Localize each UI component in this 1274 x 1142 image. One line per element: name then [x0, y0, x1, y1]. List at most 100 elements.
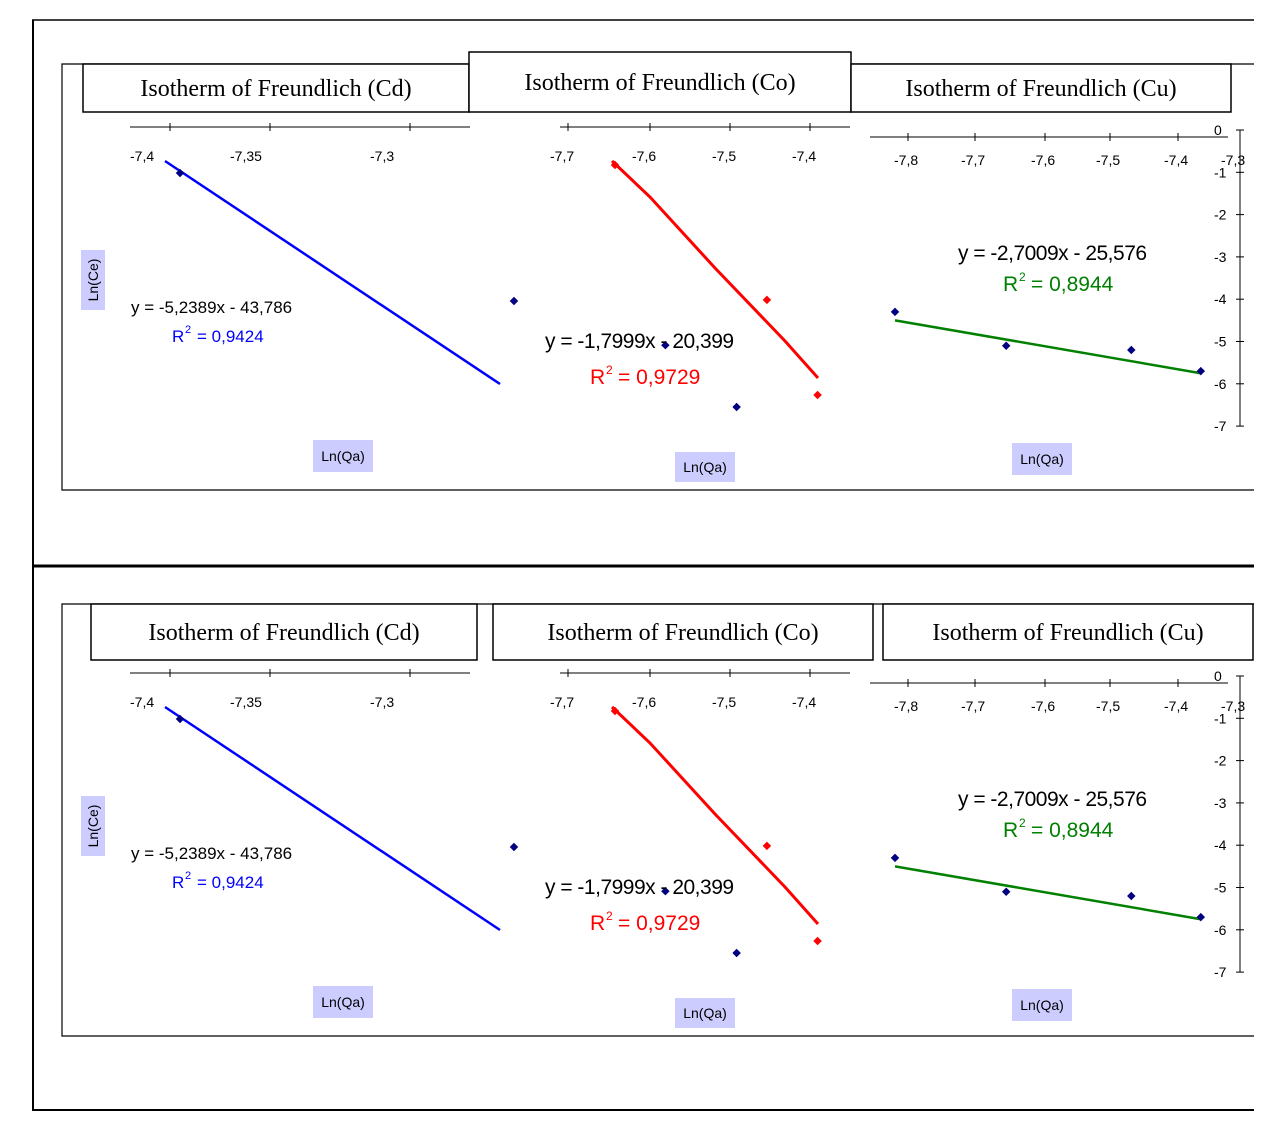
y-axis-label: Ln(Ce)	[85, 259, 101, 302]
r-squared-prefix: R	[590, 912, 605, 935]
x-tick-label: -7,35	[230, 148, 262, 164]
title-box	[90, 603, 478, 661]
data-point	[762, 841, 772, 851]
r-squared-superscript: 2	[1019, 270, 1026, 284]
x-axis-label: Ln(Qa)	[683, 459, 727, 475]
chart-title: Isotherm of Freundlich (Cu)	[932, 620, 1203, 646]
r-squared-label: = 0,9424	[197, 873, 264, 892]
r-squared-prefix: R	[172, 873, 184, 892]
r-squared-prefix: R	[590, 366, 605, 389]
data-point	[813, 936, 822, 946]
data-point	[509, 296, 519, 306]
y-axis-label-bg	[81, 250, 105, 310]
data-point	[661, 886, 670, 896]
x-tick-label: -7,8	[894, 152, 918, 168]
data-point	[813, 390, 822, 400]
y-tick-label: -3	[1214, 795, 1227, 811]
r-squared-label: = 0,9729	[618, 912, 700, 935]
x-tick-label: -7,7	[550, 148, 574, 164]
equation-label: y = -1,7999x - 20,399	[545, 330, 734, 353]
x-axis-label-bg	[313, 440, 373, 472]
y-axis-label: Ln(Ce)	[85, 805, 101, 848]
x-tick-label: -7,5	[1096, 152, 1120, 168]
equation-label: y = -1,7999x - 20,399	[545, 876, 734, 899]
y-tick-label: -4	[1214, 291, 1227, 307]
y-tick-label: -6	[1214, 376, 1227, 392]
title-box	[492, 603, 874, 661]
x-tick-label: -7,7	[961, 152, 985, 168]
y-tick-label: -1	[1214, 710, 1227, 726]
x-tick-label: -7,6	[1031, 152, 1055, 168]
data-point	[175, 168, 185, 178]
equation-label: y = -2,7009x - 25,576	[958, 788, 1147, 811]
x-axis-label-bg	[1012, 989, 1072, 1021]
trendline	[894, 319, 1202, 375]
y-tick-label: -5	[1214, 334, 1227, 350]
trendline	[164, 705, 501, 932]
chart-title: Isotherm of Freundlich (Cu)	[905, 76, 1176, 102]
r-squared-label: = 0,8944	[1031, 273, 1114, 296]
chart-row: Isotherm of Freundlich (Cd) Isotherm of F…	[61, 603, 1254, 1037]
x-axis-label: Ln(Qa)	[321, 448, 365, 464]
x-tick-label: -7,3	[1221, 152, 1245, 168]
data-point	[661, 340, 670, 350]
y-tick-label: 0	[1214, 122, 1222, 138]
data-point	[1196, 912, 1206, 922]
x-tick-label: -7,4	[1164, 152, 1188, 168]
x-tick-label: -7,5	[712, 694, 736, 710]
title-box	[82, 63, 470, 113]
data-point	[732, 402, 741, 412]
r-squared-prefix: R	[172, 327, 184, 346]
trendline	[164, 159, 501, 386]
r-squared-superscript: 2	[185, 870, 191, 882]
x-tick-label: -7,3	[1221, 698, 1245, 714]
y-tick-label: -4	[1214, 837, 1227, 853]
r-squared-label: = 0,8944	[1031, 819, 1114, 842]
y-tick-label: -2	[1214, 753, 1227, 769]
x-tick-label: -7,4	[1164, 698, 1188, 714]
y-axis-label-bg	[81, 796, 105, 856]
x-tick-label: -7,4	[130, 694, 154, 710]
x-tick-label: -7,3	[370, 694, 394, 710]
x-tick-label: -7,7	[961, 698, 985, 714]
data-point	[1127, 345, 1136, 355]
equation-label: y = -2,7009x - 25,576	[958, 242, 1147, 265]
y-axis-label-group: Ln(Ce)	[81, 250, 105, 310]
chart-title: Isotherm of Freundlich (Cd)	[140, 76, 411, 102]
y-axis-label-group: Ln(Ce)	[81, 796, 105, 856]
x-tick-label: -7,6	[632, 694, 656, 710]
r-squared-superscript: 2	[606, 909, 613, 923]
x-tick-label: -7,8	[894, 698, 918, 714]
r-squared-superscript: 2	[1019, 816, 1026, 830]
y-tick-label: 0	[1214, 668, 1222, 684]
x-tick-label: -7,5	[1096, 698, 1120, 714]
r-squared-superscript: 2	[185, 324, 191, 336]
data-point	[890, 307, 900, 317]
x-tick-label: -7,4	[792, 694, 816, 710]
data-point	[1001, 341, 1011, 350]
equation-label: y = -5,2389x - 43,786	[131, 298, 292, 317]
x-axis-label-bg	[313, 986, 373, 1018]
x-axis-label: Ln(Qa)	[321, 994, 365, 1010]
x-tick-label: -7,6	[632, 148, 656, 164]
title-box	[850, 63, 1232, 113]
x-axis-label: Ln(Qa)	[683, 1005, 727, 1021]
trendline	[610, 705, 820, 925]
data-point	[1127, 891, 1136, 901]
x-tick-label: -7,4	[792, 148, 816, 164]
title-box	[882, 603, 1254, 661]
y-tick-label: -7	[1214, 964, 1227, 980]
x-tick-label: -7,35	[230, 694, 262, 710]
data-point	[890, 853, 900, 863]
chart-title: Isotherm of Freundlich (Co)	[547, 620, 818, 646]
trendline	[894, 865, 1202, 921]
chart-title: Isotherm of Freundlich (Cd)	[148, 620, 419, 646]
data-point	[509, 842, 519, 852]
x-axis-label: Ln(Qa)	[1020, 451, 1064, 467]
x-axis-label: Ln(Qa)	[1020, 997, 1064, 1013]
x-tick-label: -7,4	[130, 148, 154, 164]
r-squared-label: = 0,9424	[197, 327, 264, 346]
r-squared-label: = 0,9729	[618, 366, 700, 389]
r-squared-superscript: 2	[606, 363, 613, 377]
